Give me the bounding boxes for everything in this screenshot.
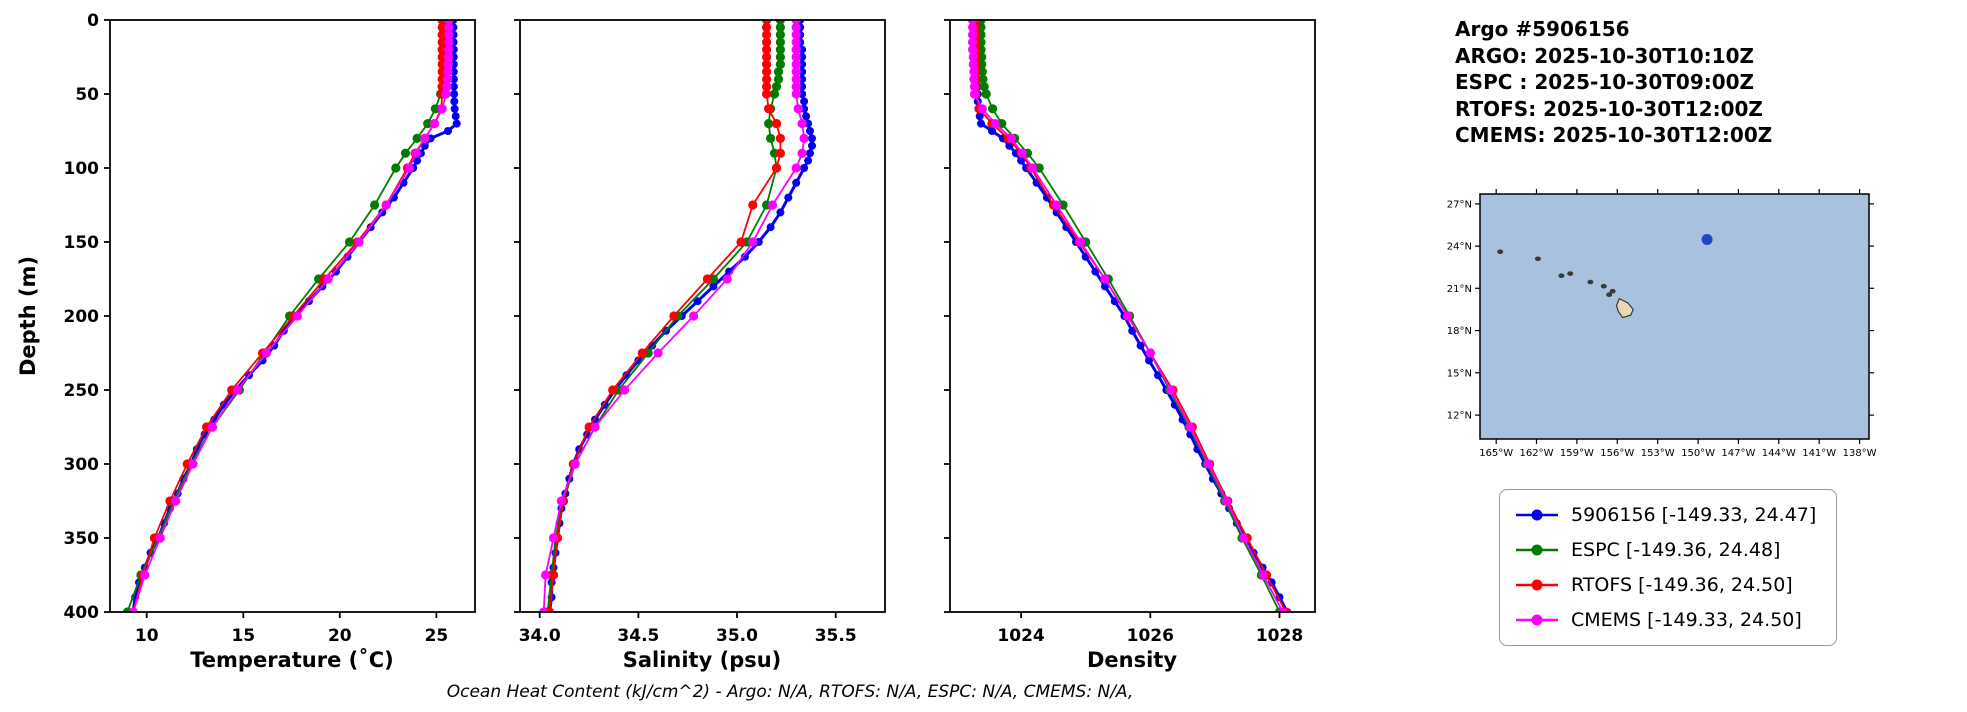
svg-text:150: 150	[64, 233, 100, 253]
legend-swatch-argo	[1516, 509, 1558, 521]
svg-text:1024: 1024	[997, 626, 1044, 646]
island	[1606, 292, 1613, 297]
island	[1600, 283, 1607, 289]
legend-swatch-rtofs	[1516, 579, 1558, 591]
legend-swatch-cmems	[1516, 614, 1558, 626]
svg-text:165°W: 165°W	[1479, 448, 1513, 459]
plot-2: 1024 1026 1028	[944, 19, 1316, 646]
svg-text:150°W: 150°W	[1681, 448, 1715, 459]
svg-text:141°W: 141°W	[1802, 448, 1836, 459]
plot-series-0	[122, 20, 461, 612]
legend-swatch-espc	[1516, 544, 1558, 556]
ocean-heat-content-caption: Ocean Heat Content (kJ/cm^2) - Argo: N/A…	[446, 682, 1134, 702]
x-axis-label-salinity: Salinity (psu)	[622, 648, 782, 672]
svg-text:159°W: 159°W	[1560, 448, 1594, 459]
x-axis-label-temperature: Temperature (˚C)	[190, 648, 394, 672]
svg-text:24°N: 24°N	[1447, 242, 1472, 253]
svg-text:144°W: 144°W	[1762, 448, 1796, 459]
legend-item-argo: 5906156 [-149.33, 24.47]	[1514, 502, 1816, 528]
legend-label-rtofs: RTOFS [-149.36, 24.50]	[1571, 574, 1793, 596]
plot-1: 34.0 34.5 35.0 35.5	[514, 19, 886, 646]
legend-label-argo: 5906156 [-149.33, 24.47]	[1571, 504, 1817, 526]
svg-text:300: 300	[64, 455, 100, 475]
svg-text:138°W: 138°W	[1843, 448, 1877, 459]
legend-item-cmems: CMEMS [-149.33, 24.50]	[1514, 607, 1816, 633]
map-border	[1479, 193, 1870, 440]
plot-series-2	[968, 20, 1292, 612]
svg-text:0: 0	[87, 11, 99, 31]
svg-text:1028: 1028	[1256, 626, 1303, 646]
svg-text:200: 200	[64, 307, 100, 327]
legend-label-espc: ESPC [-149.36, 24.48]	[1571, 539, 1781, 561]
svg-text:162°W: 162°W	[1520, 448, 1554, 459]
legend-item-espc: ESPC [-149.36, 24.48]	[1514, 537, 1816, 563]
legend: 5906156 [-149.33, 24.47] ESPC [-149.36, 2…	[1499, 489, 1838, 646]
svg-text:250: 250	[64, 381, 100, 401]
svg-text:1026: 1026	[1127, 626, 1174, 646]
island-hawaii	[1615, 297, 1634, 319]
island	[1567, 271, 1574, 276]
svg-text:34.0: 34.0	[519, 626, 561, 646]
svg-text:21°N: 21°N	[1447, 284, 1472, 295]
espc-timestamp: ESPC : 2025-10-30T09:00Z	[1455, 70, 1755, 94]
svg-text:400: 400	[64, 603, 100, 623]
svg-text:25: 25	[425, 626, 449, 646]
x-axis-label-density: Density	[1086, 648, 1178, 672]
svg-text:50: 50	[75, 85, 99, 105]
legend-item-rtofs: RTOFS [-149.36, 24.50]	[1514, 572, 1816, 598]
island	[1534, 256, 1541, 262]
svg-text:20: 20	[328, 626, 352, 646]
info-panel: Argo #5906156 ARGO: 2025-10-30T10:10Z ES…	[1455, 16, 1772, 149]
island	[1558, 273, 1565, 278]
plot-series-1	[539, 20, 816, 612]
island	[1497, 249, 1504, 254]
argo-float-title: Argo #5906156	[1455, 17, 1630, 41]
svg-text:35.5: 35.5	[815, 626, 857, 646]
svg-text:147°W: 147°W	[1721, 448, 1755, 459]
float-location-marker	[1701, 234, 1713, 245]
cmems-timestamp: CMEMS: 2025-10-30T12:00Z	[1455, 123, 1773, 147]
svg-text:350: 350	[64, 529, 100, 549]
svg-text:10: 10	[135, 626, 159, 646]
y-axis-label: Depth (m)	[16, 255, 40, 377]
svg-text:156°W: 156°W	[1600, 448, 1634, 459]
rtofs-timestamp: RTOFS: 2025-10-30T12:00Z	[1455, 96, 1763, 121]
svg-text:153°W: 153°W	[1641, 448, 1675, 459]
island	[1587, 279, 1594, 285]
map-ocean	[1480, 194, 1869, 439]
argo-timestamp: ARGO: 2025-10-30T10:10Z	[1455, 43, 1754, 68]
svg-text:27°N: 27°N	[1447, 199, 1472, 210]
svg-text:12°N: 12°N	[1447, 411, 1472, 422]
svg-text:18°N: 18°N	[1447, 326, 1472, 337]
island	[1609, 288, 1616, 294]
svg-text:100: 100	[64, 159, 100, 179]
svg-text:15°N: 15°N	[1447, 368, 1472, 379]
svg-text:35.0: 35.0	[716, 626, 758, 646]
svg-text:15: 15	[231, 626, 255, 646]
legend-label-cmems: CMEMS [-149.33, 24.50]	[1571, 609, 1802, 631]
svg-text:34.5: 34.5	[617, 626, 659, 646]
location-map: 27°N 24°N 21°N 18°N 15°N 12°N 165°W 162°W 159°W 1…	[1447, 189, 1877, 459]
